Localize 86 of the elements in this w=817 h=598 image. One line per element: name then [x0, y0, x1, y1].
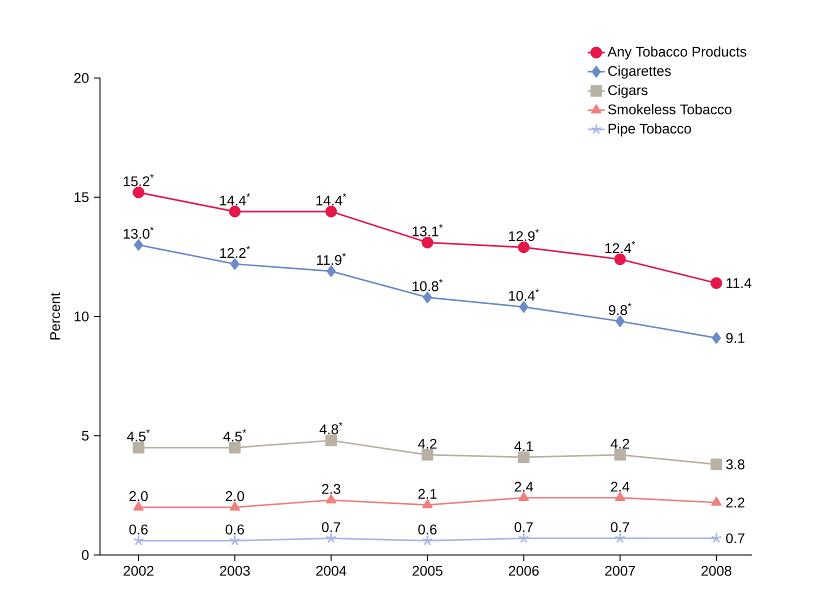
data-label: 10.4$^{*}$ [509, 288, 539, 301]
point [229, 442, 241, 454]
legend-label: Any Tobacco Products [608, 46, 746, 60]
point [325, 434, 337, 446]
point [518, 492, 529, 502]
y-tick-label: 20 [74, 73, 89, 83]
point [422, 499, 433, 508]
point [710, 277, 722, 289]
point [614, 449, 626, 461]
point [422, 292, 432, 304]
legend-label: Smokeless Tobacco [608, 104, 732, 114]
data-label: 4.5$^{*}$ [126, 429, 150, 442]
y-tick-label: 15 [74, 192, 89, 202]
data-label: 12.2$^{*}$ [220, 246, 250, 258]
data-label: 2.0 [226, 491, 244, 502]
point [614, 253, 626, 266]
data-label: 0.6 [129, 524, 148, 534]
y-tick-label: 10 [74, 312, 89, 322]
point [229, 206, 241, 218]
x-tick-label: 2005 [412, 566, 442, 576]
y-axis-title: Percent [50, 292, 60, 340]
data-label: 10.8$^{*}$ [412, 279, 443, 292]
data-label: 12.9$^{*}$ [509, 229, 539, 242]
data-label: 9.8$^{*}$ [608, 302, 632, 316]
data-label: 13.1$^{*}$ [412, 224, 443, 236]
data-label: 2.1 [418, 488, 437, 499]
data-label: 2.0 [130, 491, 148, 502]
y-tick-label: 5 [82, 430, 89, 441]
data-label: 4.2 [610, 438, 630, 449]
x-tick-label: 2006 [508, 566, 539, 576]
legend-label: Cigarettes [608, 66, 671, 79]
data-label: 0.7 [610, 522, 630, 532]
data-label: 14.4$^{*}$ [220, 193, 250, 206]
point [712, 332, 721, 344]
data-label: 3.8 [726, 459, 744, 470]
point [422, 534, 434, 546]
data-label: 0.6 [226, 524, 244, 534]
data-label: 11.4 [726, 278, 752, 288]
point [230, 258, 240, 270]
data-label: 4.8$^{*}$ [320, 422, 342, 434]
x-tick-label: 2004 [316, 566, 346, 576]
data-label: 2.4 [611, 482, 630, 492]
data-label: 11.9$^{*}$ [316, 252, 346, 265]
point [616, 315, 625, 328]
point [518, 242, 530, 254]
point [710, 458, 722, 470]
point [132, 186, 144, 198]
point [518, 532, 530, 544]
data-label: 14.4$^{*}$ [316, 193, 346, 206]
legend-label: Cigars [608, 84, 648, 98]
point [132, 442, 144, 454]
data-label: 4.1 [514, 441, 533, 451]
y-tick-label: 0 [82, 550, 89, 560]
point [134, 239, 144, 251]
point [326, 494, 336, 504]
point [711, 496, 722, 506]
point [326, 265, 336, 277]
point [133, 501, 144, 511]
data-label: 12.4$^{*}$ [605, 241, 636, 254]
data-label: 4.5$^{*}$ [223, 429, 246, 442]
point [230, 501, 240, 511]
legend-label: Pipe Tobacco [608, 123, 691, 136]
point [614, 492, 626, 502]
point [326, 532, 337, 544]
point [325, 206, 337, 218]
point [614, 532, 626, 544]
point [229, 534, 240, 546]
data-label: 2.2 [726, 498, 744, 508]
data-label: 0.7 [514, 522, 533, 532]
point [519, 301, 528, 313]
data-label: 15.2$^{*}$ [124, 174, 154, 186]
x-tick-label: 2008 [702, 566, 732, 576]
data-label: 4.2 [418, 438, 436, 449]
data-label: 13.0$^{*}$ [124, 226, 154, 239]
data-label: 0.7 [322, 522, 340, 532]
point [422, 449, 434, 461]
x-tick-label: 2007 [605, 566, 635, 576]
point [422, 236, 434, 248]
x-tick-label: 2003 [220, 566, 250, 576]
data-label: 2.3 [322, 484, 340, 494]
x-tick-label: 2002 [124, 566, 154, 576]
data-label: 0.6 [418, 524, 437, 534]
data-label: 9.1 [726, 332, 744, 343]
data-label: 2.4 [514, 482, 534, 492]
point [518, 451, 530, 463]
data-label: 0.7 [726, 533, 744, 544]
